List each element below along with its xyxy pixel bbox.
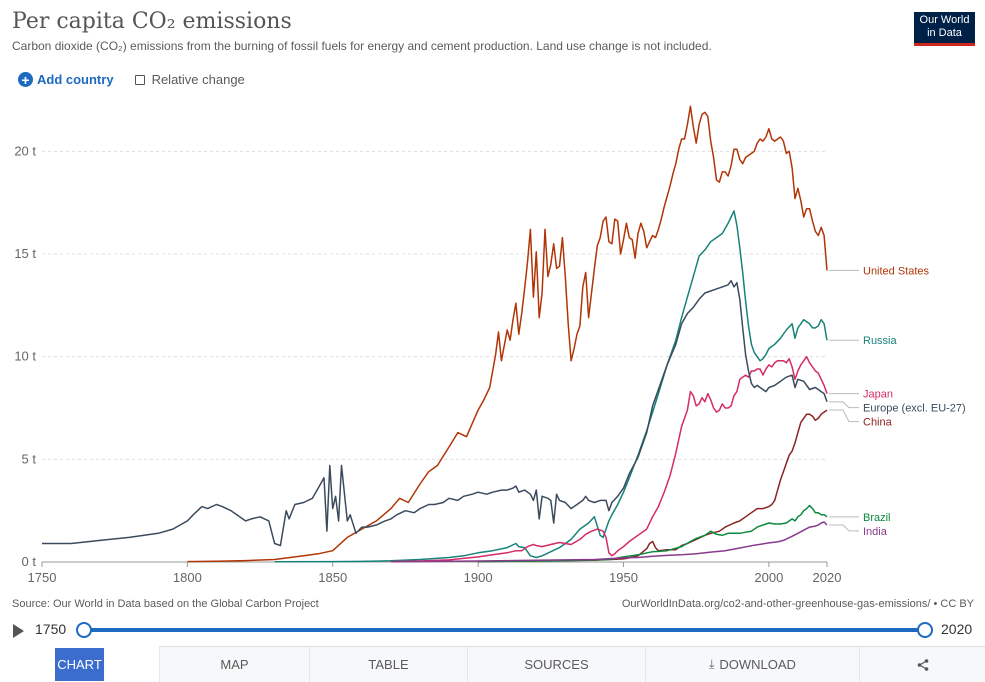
y-tick-label: 0 t (22, 554, 37, 569)
download-icon: ⤓ (709, 657, 715, 671)
x-tick-label: 1900 (464, 570, 493, 585)
label-layer: United States Russia Japan Europe (excl. EU… (829, 265, 966, 538)
y-tick-label: 15 t (14, 246, 36, 261)
tab-map-label: MAP (220, 657, 249, 672)
series-line-japan[interactable] (390, 355, 828, 563)
tab-download[interactable]: ⤓ DOWNLOAD (645, 646, 859, 682)
share-button[interactable] (859, 646, 985, 682)
series-line-united-states[interactable] (187, 105, 828, 563)
tab-chart[interactable]: CHART (0, 646, 159, 682)
chart-subtitle: Carbon dioxide (CO₂) emissions from the … (12, 39, 712, 53)
x-tick-label: 1850 (318, 570, 347, 585)
relative-change-label: Relative change (151, 72, 245, 87)
logo-line-1: Our World (919, 14, 970, 26)
label-leader-line (829, 524, 859, 532)
share-icon (917, 658, 928, 671)
line-chart: 0 t 5 t 10 t 15 t 20 t 1750 1800 1850 1900 1950 20… (14, 105, 966, 585)
timeline-start-handle[interactable] (76, 622, 92, 638)
add-country-label: Add country (37, 72, 114, 87)
y-tick-label: 5 t (22, 451, 37, 466)
tab-table[interactable]: TABLE (309, 646, 467, 682)
series-end-label[interactable]: Europe (excl. EU-27) (863, 403, 966, 415)
x-tick-label: 1800 (173, 570, 202, 585)
timeline-start-year: 1750 (35, 621, 67, 637)
logo-line-2: in Data (927, 27, 962, 39)
series-line-europe-excl-eu-27[interactable] (42, 279, 828, 547)
tab-table-label: TABLE (368, 657, 409, 672)
series-end-label[interactable]: Russia (863, 335, 898, 347)
license-link[interactable]: OurWorldInData.org/co2-and-other-greenho… (621, 598, 974, 610)
tab-chart-label: CHART (55, 647, 104, 681)
series-layer (42, 105, 828, 563)
x-tick-label: 2000 (754, 570, 783, 585)
plus-circle-icon: + (18, 72, 33, 87)
x-tick-label: 2020 (813, 570, 842, 585)
owid-logo[interactable]: Our World in Data (914, 12, 975, 46)
play-icon[interactable] (13, 624, 24, 638)
chart-controls: + Add country Relative change (18, 72, 245, 87)
relative-change-toggle[interactable]: Relative change (134, 72, 245, 87)
series-end-label[interactable]: Japan (863, 389, 893, 401)
tab-download-label: DOWNLOAD (719, 657, 796, 672)
tab-sources[interactable]: SOURCES (467, 646, 645, 682)
source-note: Source: Our World in Data based on the G… (12, 598, 319, 610)
grid-layer (42, 150, 827, 460)
timeline-end-handle[interactable] (917, 622, 933, 638)
relative-change-checkbox[interactable] (134, 74, 145, 85)
series-end-label[interactable]: Brazil (863, 512, 891, 524)
y-tick-label: 20 t (14, 143, 36, 158)
tab-bar: CHART MAP TABLE SOURCES ⤓ DOWNLOAD (0, 646, 985, 682)
series-line-brazil[interactable] (478, 504, 828, 563)
series-end-label[interactable]: United States (863, 265, 930, 277)
series-end-label[interactable]: China (863, 417, 893, 429)
series-end-label[interactable]: India (863, 526, 888, 538)
timeline-end-year: 2020 (941, 621, 973, 637)
x-tick-label: 1950 (609, 570, 638, 585)
y-tick-label: 10 t (14, 349, 36, 364)
series-line-india[interactable] (390, 521, 828, 563)
add-country-button[interactable]: + Add country (18, 72, 114, 87)
series-line-russia[interactable] (274, 210, 828, 563)
x-tick-label: 1750 (28, 570, 57, 585)
label-leader-line (829, 409, 859, 423)
axis-layer: 0 t 5 t 10 t 15 t 20 t 1750 1800 1850 1900 1950 20… (14, 143, 841, 585)
label-leader-line (829, 401, 859, 409)
series-line-china[interactable] (478, 409, 828, 563)
tab-map[interactable]: MAP (159, 646, 309, 682)
timeline: 1750 2020 (0, 618, 985, 642)
tab-sources-label: SOURCES (524, 657, 589, 672)
timeline-track[interactable] (84, 628, 925, 632)
chart-title: Per capita CO₂ emissions (12, 9, 292, 34)
